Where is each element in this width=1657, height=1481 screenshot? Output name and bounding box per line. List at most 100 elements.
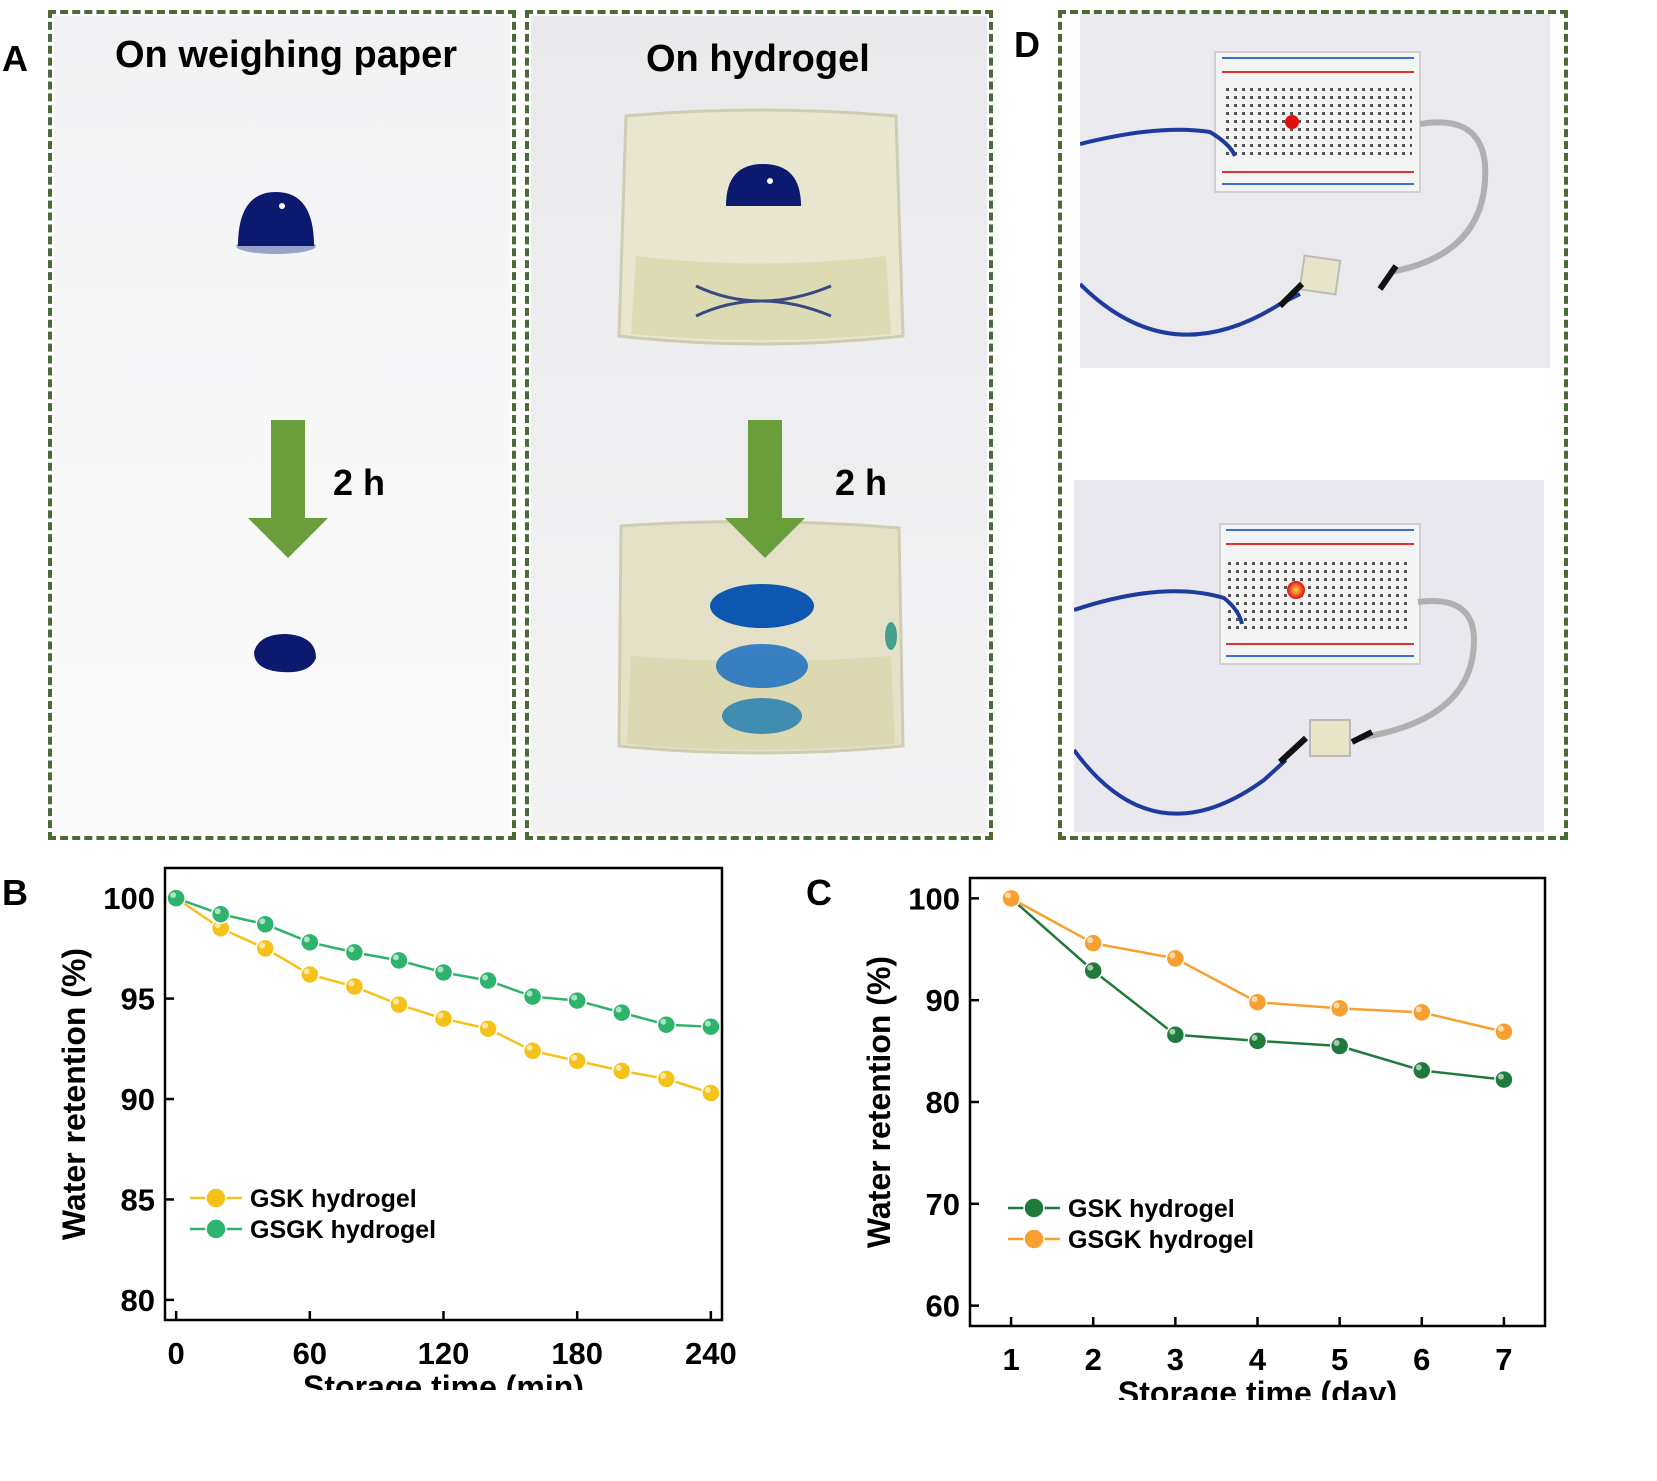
hydrogel-illustration [617, 108, 905, 755]
chart-b-data-point [344, 976, 365, 997]
chart-b-point-highlight [348, 946, 355, 953]
left-time-label: 2 h [333, 462, 386, 503]
chart-b: 80 85 90 95 100 0 60 120 180 240 Storage time (min… [56, 866, 737, 1390]
circuit-photo-top [1080, 14, 1550, 368]
chart-b-data-point [210, 904, 231, 924]
chart-b-data-point [478, 970, 498, 991]
chart-b-series-line [175, 896, 711, 1028]
chart-b-point-highlight [660, 1018, 667, 1025]
chart-c-data-point [1165, 1025, 1186, 1045]
chart-b-data-point [433, 962, 454, 983]
hydrogel-title: On hydrogel [646, 38, 870, 80]
chart-c-data-point [1494, 1021, 1514, 1042]
chart-c-data-point [1083, 960, 1103, 981]
chart-c-data-point [1412, 1060, 1432, 1081]
chart-c-data-point [1494, 1069, 1514, 1090]
chart-c-y-tick-label: 100 [908, 881, 960, 916]
chart-c-point-highlight [1415, 1064, 1422, 1071]
weighing-paper-title: On weighing paper [115, 34, 458, 76]
chart-b-point-highlight [704, 1020, 711, 1027]
chart-b-y-tick-label: 95 [121, 982, 155, 1017]
chart-c-y-axis-label: Water retention (%) [861, 956, 897, 1248]
chart-b-data-point [522, 986, 543, 1007]
chart-b-data-point [567, 1051, 587, 1071]
chart-b-point-highlight [660, 1072, 667, 1079]
chart-c-point-highlight [1497, 1073, 1504, 1080]
chart-c-point-highlight [1169, 1028, 1176, 1035]
chart-b-data-point [389, 994, 409, 1015]
chart-c-point-highlight [1333, 1002, 1340, 1009]
chart-b-legend-marker [205, 1187, 227, 1209]
arrow-down-icon [248, 420, 328, 558]
chart-b-data-point [300, 964, 320, 985]
chart-b-legend-label: GSK hydrogel [250, 1185, 417, 1213]
chart-b-point-highlight [704, 1086, 711, 1093]
chart-c-data-point [1329, 998, 1350, 1019]
chart-c-point-highlight [1005, 892, 1012, 899]
chart-b-point-highlight [170, 892, 177, 899]
chart-b-x-axis-label: Storage time (min) [303, 1369, 584, 1390]
chart-b-x-tick-label: 180 [551, 1336, 603, 1371]
chart-b-x-tick-label: 240 [685, 1336, 737, 1371]
chart-c-y-tick-label: 70 [926, 1187, 960, 1222]
chart-c-point-highlight [1087, 937, 1094, 944]
chart-b-point-highlight [392, 954, 399, 961]
chart-c-y-tick-label: 90 [926, 983, 960, 1018]
chart-b-x-tick-label: 120 [418, 1336, 470, 1371]
chart-b-point-highlight [303, 936, 310, 943]
dye-droplet-after [254, 634, 316, 673]
chart-c: 60 70 80 90 100 1 2 3 4 5 6 7 Storage time (day) Wate… [861, 876, 1547, 1400]
chart-b-data-point [300, 932, 320, 953]
panel-letter-d: D [1014, 24, 1040, 65]
chart-b-point-highlight [437, 1012, 444, 1019]
chart-b-data-point [433, 1008, 454, 1029]
panel-a-right-frame [525, 10, 993, 840]
chart-c-x-tick-label: 5 [1331, 1342, 1348, 1377]
chart-b-point-highlight [482, 1022, 489, 1029]
chart-b-data-point [611, 1061, 632, 1081]
chart-c-legend-label: GSK hydrogel [1068, 1195, 1235, 1223]
chart-c-data-point [1412, 1002, 1432, 1023]
chart-b-data-point [522, 1041, 543, 1061]
panel-a-left-frame [48, 10, 516, 840]
chart-b-data-point [701, 1083, 721, 1103]
chart-c-plot-frame [968, 876, 1547, 1328]
chart-b-point-highlight [571, 994, 578, 1001]
chart-b-point-highlight [214, 908, 221, 915]
chart-b-legend-marker [205, 1218, 227, 1240]
chart-b-point-highlight [571, 1054, 578, 1061]
arrow-down-icon [725, 420, 805, 558]
chart-c-x-tick-label: 7 [1495, 1342, 1512, 1377]
chart-b-plot-frame [163, 866, 724, 1322]
chart-c-data-point [1083, 933, 1103, 953]
chart-c-x-axis-label: Storage time (day) [1118, 1375, 1397, 1400]
chart-c-x-tick-label: 3 [1167, 1342, 1184, 1377]
chart-c-point-highlight [1333, 1040, 1340, 1046]
chart-c-x-tick-label: 4 [1249, 1342, 1267, 1377]
chart-c-point-highlight [1251, 1034, 1258, 1041]
chart-b-y-tick-label: 85 [121, 1182, 155, 1217]
chart-b-data-point [701, 1016, 721, 1037]
chart-b-point-highlight [303, 968, 310, 975]
chart-b-x-tick-label: 60 [293, 1336, 327, 1371]
chart-b-y-axis-label: Water retention (%) [56, 948, 92, 1240]
chart-b-point-highlight [482, 974, 489, 981]
chart-c-point-highlight [1415, 1006, 1422, 1013]
chart-b-point-highlight [526, 990, 533, 997]
chart-c-legend-marker [1023, 1228, 1045, 1250]
chart-c-y-tick-label: 80 [926, 1085, 960, 1120]
chart-c-data-point [1329, 1036, 1350, 1056]
chart-b-x-tick-label: 0 [168, 1336, 185, 1371]
chart-b-data-point [656, 1014, 677, 1035]
chart-b-data-point [567, 990, 587, 1011]
chart-c-x-tick-label: 6 [1413, 1342, 1430, 1377]
chart-b-point-highlight [615, 1006, 622, 1013]
chart-b-point-highlight [437, 966, 444, 973]
chart-b-point-highlight [259, 918, 266, 925]
chart-b-point-highlight [259, 942, 266, 949]
chart-b-data-point [344, 942, 365, 963]
chart-c-data-point [1247, 1031, 1268, 1051]
right-time-label: 2 h [835, 462, 888, 503]
chart-c-point-highlight [1087, 964, 1094, 971]
chart-c-series-line [1010, 897, 1505, 1081]
